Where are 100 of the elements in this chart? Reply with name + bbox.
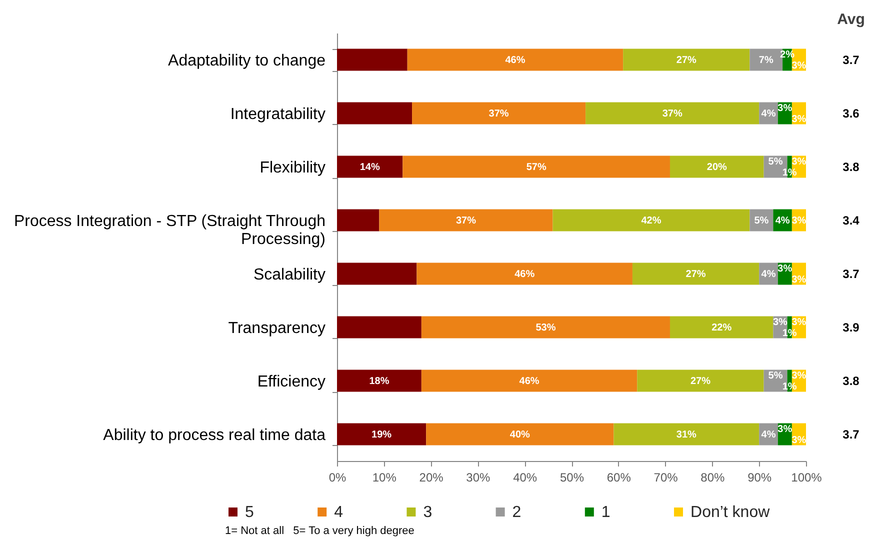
- data-label: 5%: [768, 156, 783, 168]
- bar: [402, 156, 670, 178]
- text: 3.8: [842, 160, 860, 174]
- x-tick-label: 50%: [560, 470, 584, 484]
- data-label: 46%: [514, 268, 535, 280]
- bar: [337, 423, 426, 446]
- bar: [421, 316, 670, 338]
- bar: [426, 423, 614, 446]
- bar: [379, 209, 553, 232]
- x-tick-label: 90%: [748, 470, 772, 484]
- y-tick-label: Process Integration - STP (Straight Through Processing): [14, 212, 326, 248]
- data-label: 46%: [505, 54, 526, 66]
- bar: [337, 156, 403, 178]
- y-tick-label: Adaptability to change: [168, 52, 326, 70]
- bar: [632, 262, 760, 285]
- y-tick-label: Ability to process real time data: [103, 426, 326, 444]
- y-tick-label: Scalability: [253, 266, 326, 284]
- legend-label: 2: [512, 504, 522, 521]
- data-label: 5%: [754, 215, 769, 226]
- x-tick-label: 70%: [654, 470, 678, 484]
- data-label: 3%: [792, 156, 806, 168]
- x-tick-label: 20%: [419, 470, 444, 484]
- x-tick-label: 60%: [606, 470, 632, 484]
- bar: [337, 262, 417, 285]
- bar: [412, 102, 586, 124]
- y-tick-label: Transparency: [228, 320, 326, 337]
- text: Avg: [837, 11, 865, 28]
- data-label: 3%: [792, 114, 806, 125]
- x-tick-label: 0%: [328, 470, 346, 484]
- data-label: 3%: [778, 102, 792, 114]
- bar: [337, 370, 422, 392]
- data-label: 7%: [758, 54, 774, 66]
- bar: [614, 423, 760, 446]
- bar: [637, 370, 764, 392]
- data-label: 3%: [792, 274, 806, 286]
- data-label: 31%: [676, 429, 697, 440]
- data-label: 46%: [519, 376, 540, 387]
- bar: [670, 156, 764, 178]
- data-label: 27%: [690, 376, 711, 387]
- text: 1= Not at all 5= To a very high degree: [225, 525, 414, 537]
- bar: [337, 48, 408, 71]
- data-label: 42%: [641, 215, 662, 226]
- data-label: 1%: [782, 167, 797, 178]
- data-label: 3%: [778, 263, 792, 274]
- data-label: 27%: [676, 54, 697, 66]
- y-tick-label: Integratability: [230, 106, 326, 123]
- data-label: 37%: [456, 215, 476, 226]
- text: 3.7: [842, 52, 860, 67]
- x-tick-label: 100%: [791, 470, 822, 484]
- data-label: 4%: [761, 429, 776, 440]
- text: 3.8: [842, 374, 860, 388]
- x-tick-label: 10%: [372, 470, 397, 484]
- legend-label: 4: [334, 504, 344, 521]
- bar: [416, 262, 632, 285]
- data-label: 5%: [768, 370, 783, 382]
- data-label: 4%: [761, 108, 776, 120]
- data-label: 27%: [686, 268, 706, 280]
- data-label: 14%: [360, 162, 380, 173]
- bar: [337, 209, 380, 232]
- data-label: 1%: [782, 328, 797, 339]
- bar: [337, 102, 412, 124]
- bar: [407, 48, 624, 71]
- data-label: 22%: [712, 322, 732, 334]
- data-label: 20%: [706, 162, 728, 173]
- data-label: 1%: [782, 381, 797, 392]
- data-label: 3%: [792, 60, 806, 72]
- bar: [552, 209, 750, 232]
- bar: [623, 48, 750, 71]
- data-label: 3%: [792, 316, 806, 328]
- data-label: 18%: [369, 376, 390, 387]
- y-tick-label: Efficiency: [257, 373, 326, 390]
- data-label: 40%: [510, 429, 530, 440]
- data-label: 3%: [772, 316, 788, 328]
- legend-label: Don’t know: [690, 504, 770, 521]
- bar: [586, 102, 760, 124]
- data-label: 37%: [662, 108, 682, 120]
- data-label: 4%: [775, 215, 790, 226]
- text: 3.7: [842, 266, 860, 281]
- data-label: 53%: [536, 322, 556, 334]
- x-tick-label: 30%: [466, 470, 491, 484]
- x-tick-label: 80%: [700, 470, 726, 484]
- y-tick-label: Flexibility: [260, 159, 326, 176]
- text: 3.7: [842, 427, 860, 442]
- data-label: 19%: [372, 429, 392, 440]
- text: 3.6: [842, 106, 860, 120]
- legend-label: 5: [245, 504, 254, 521]
- data-label: 57%: [526, 162, 546, 173]
- bar: [670, 316, 774, 338]
- data-label: 3%: [778, 424, 792, 435]
- bar: [337, 316, 422, 338]
- data-label: 3%: [792, 434, 806, 446]
- bar: [421, 370, 638, 392]
- text: 3.4: [842, 213, 860, 228]
- data-label: 37%: [488, 108, 509, 120]
- data-label: 3%: [792, 215, 806, 226]
- text: 3.9: [842, 320, 860, 334]
- data-label: 4%: [761, 268, 776, 280]
- legend-label: 3: [423, 504, 432, 521]
- x-tick-label: 40%: [513, 470, 538, 484]
- legend-label: 1: [601, 504, 610, 521]
